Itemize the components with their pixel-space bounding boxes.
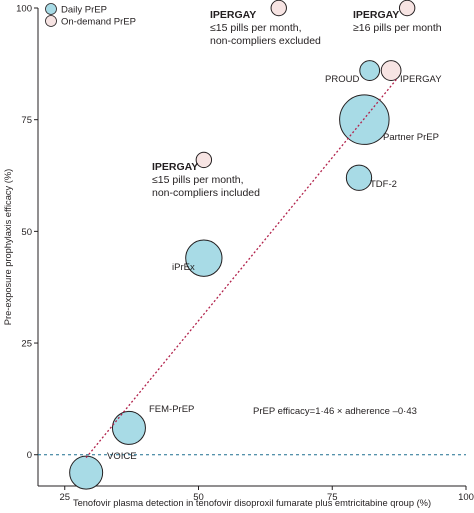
point-fem-prep (111, 410, 146, 445)
annotation-title: IPERGAY (152, 161, 198, 173)
regression-line (85, 78, 397, 459)
x-axis-title: Tenofovir plasma detection in tenofovir … (73, 498, 431, 508)
point-label-iprex: iPrEx (172, 262, 195, 273)
point-ipergay (270, 0, 287, 17)
y-tick-label: 75 (21, 115, 32, 126)
legend-swatch-daily-prep (45, 3, 57, 15)
annotation-ipergay-16pills: IPERGAY ≥16 pills per month (353, 9, 442, 34)
annotation-ipergay-included: IPERGAY ≤15 pills per month, non-complie… (152, 161, 260, 199)
x-axis-ticks: 25 50 75 100 (59, 486, 474, 503)
point-labels: PROUD IPERGAY Partner PrEP TDF-2 iPrEx F… (107, 74, 442, 462)
point-label-tdf2: TDF-2 (370, 179, 397, 190)
annotation-line: non-compliers excluded (210, 35, 321, 47)
annotation-line: ≥16 pills per month (353, 22, 442, 34)
x-tick-label: 25 (59, 492, 70, 503)
legend-label-daily-prep: Daily PrEP (61, 5, 107, 16)
point-proud (359, 60, 381, 81)
annotation-title: IPERGAY (210, 9, 256, 21)
point-partner-prep (339, 94, 390, 145)
annotation-ipergay-excluded: IPERGAY ≤15 pills per month, non-complie… (210, 9, 321, 47)
point-iprex (185, 239, 223, 277)
annotation-line: ≤15 pills per month, (152, 174, 244, 186)
point-voice (69, 455, 104, 490)
y-axis-title: Pre-exposure prophylaxis efficacy (%) (3, 169, 13, 325)
point-label-ipergay-daily-right: IPERGAY (400, 74, 442, 85)
legend: Daily PrEP On-demand PrEP (45, 3, 136, 28)
annotation-line: non-compliers included (152, 187, 260, 199)
y-tick-label: 0 (27, 450, 32, 461)
x-tick-label: 50 (193, 492, 204, 503)
point-ipergay (195, 151, 213, 169)
annotation-title: IPERGAY (353, 9, 399, 21)
point-label-proud: PROUD (325, 74, 359, 85)
y-tick-label: 25 (21, 339, 32, 350)
data-points (69, 0, 416, 490)
legend-label-on-demand-prep: On-demand PrEP (61, 17, 136, 28)
regression-equation: PrEP efficacy=1·46 × adherence –0·43 (253, 406, 417, 417)
point-ipergay (380, 60, 402, 81)
y-tick-label: 100 (16, 4, 32, 15)
y-tick-label: 50 (21, 227, 32, 238)
point-label-fem-prep: FEM-PrEP (149, 404, 194, 415)
point-ipergay (398, 0, 416, 17)
legend-swatch-on-demand-prep (45, 15, 57, 27)
x-tick-label: 75 (327, 492, 338, 503)
x-tick-label: 100 (458, 492, 474, 503)
point-tdf-2 (345, 164, 373, 191)
point-label-partner-prep: Partner PrEP (383, 132, 439, 143)
y-axis-ticks: 0 25 50 75 100 (16, 4, 38, 461)
point-label-voice: VOICE (107, 451, 137, 462)
annotation-line: ≤15 pills per month, (210, 22, 302, 34)
